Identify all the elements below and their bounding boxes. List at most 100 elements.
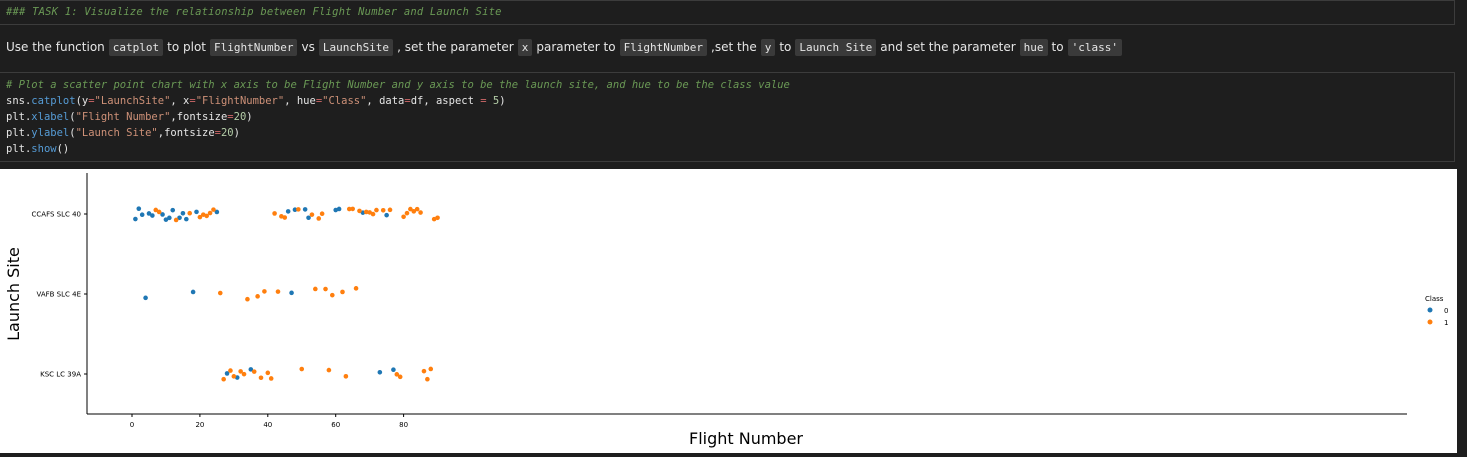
inline-code: y <box>760 38 776 56</box>
data-point-class-0 <box>177 215 182 221</box>
y-tick-label: VAFB SLC 4E <box>36 291 81 299</box>
data-point-class-1 <box>296 207 301 212</box>
data-point-class-1 <box>357 208 362 214</box>
data-point-class-1 <box>411 209 417 214</box>
data-point-class-1 <box>245 296 250 302</box>
y-tick-label: KSC LC 39A <box>40 371 81 379</box>
data-point-class-0 <box>248 367 254 372</box>
data-point-class-1 <box>156 209 162 215</box>
data-point-class-0 <box>224 371 230 376</box>
data-point-class-1 <box>340 289 345 295</box>
data-point-class-1 <box>425 376 430 382</box>
data-point-class-0 <box>180 211 186 216</box>
data-point-class-1 <box>268 376 274 381</box>
x-tick-label: 40 <box>263 421 272 429</box>
data-point-class-0 <box>391 367 396 372</box>
legend-label-0: 0 <box>1444 307 1448 315</box>
instruction-text: to <box>1051 40 1064 54</box>
instruction-text: to plot <box>167 40 206 54</box>
data-point-class-1 <box>258 375 264 381</box>
instruction-text: Use the function <box>6 40 105 54</box>
instruction-text: vs <box>301 40 315 54</box>
data-point-class-0 <box>150 213 155 218</box>
data-point-class-0 <box>170 207 176 213</box>
legend-marker-1 <box>1427 319 1433 325</box>
x-tick-label: 60 <box>331 421 340 429</box>
data-point-class-1 <box>173 217 179 223</box>
data-point-class-1 <box>265 370 271 376</box>
x-axis-label: Flight Number <box>689 429 803 448</box>
inline-code: hue <box>1019 38 1048 56</box>
cell-output: CCAFS SLC 40 VAFB SLC 4E KSC LC 39A 0 20 40 6… <box>0 169 1457 453</box>
legend-marker-0 <box>1427 307 1433 313</box>
data-point-class-1 <box>309 212 315 217</box>
data-point-class-1 <box>363 209 369 215</box>
data-point-class-1 <box>370 211 376 217</box>
data-point-class-1 <box>217 290 223 296</box>
inline-code: catplot <box>108 38 164 56</box>
data-point-class-0 <box>336 206 342 212</box>
data-point-class-1 <box>316 216 322 221</box>
x-tick-label: 0 <box>130 421 134 429</box>
instruction-text: to <box>779 40 792 54</box>
data-point-class-1 <box>275 289 281 294</box>
data-point-class-1 <box>343 374 349 379</box>
data-point-class-0 <box>384 212 389 218</box>
data-point-class-1 <box>401 214 406 220</box>
data-point-class-1 <box>282 215 288 220</box>
data-point-class-0 <box>167 215 172 221</box>
data-point-class-1 <box>397 374 403 380</box>
data-point-class-1 <box>313 286 318 292</box>
instruction-text: , set the parameter <box>397 40 514 54</box>
code-cell[interactable]: # Plot a scatter point chart with x axis… <box>0 72 1455 162</box>
data-point-class-1 <box>221 376 226 382</box>
instruction-paragraph: Use the function catplot to plot FlightN… <box>6 37 1126 57</box>
code-line-4: plt.show() <box>6 143 70 155</box>
inline-code: x <box>517 38 533 56</box>
markdown-cell[interactable]: ### TASK 1: Visualize the relationship b… <box>0 0 1455 25</box>
data-point-class-1 <box>228 368 233 373</box>
data-point-class-1 <box>272 211 277 216</box>
data-point-class-1 <box>350 206 355 212</box>
instruction-text: parameter to <box>536 40 616 54</box>
data-point-class-0 <box>289 290 294 296</box>
data-point-class-1 <box>187 210 193 216</box>
inline-code: FlightNumber <box>209 38 298 56</box>
data-point-class-0 <box>184 216 189 222</box>
data-point-class-1 <box>326 367 332 373</box>
inline-code: Launch Site <box>795 38 877 56</box>
data-point-class-0 <box>143 295 148 301</box>
data-point-class-1 <box>255 294 260 299</box>
data-point-class-0 <box>136 206 142 211</box>
data-point-class-1 <box>299 366 305 372</box>
data-point-class-0 <box>377 369 383 375</box>
data-point-class-0 <box>285 209 291 214</box>
inline-code: LaunchSite <box>318 38 394 56</box>
data-point-class-0 <box>190 289 196 295</box>
data-point-class-1 <box>204 213 209 219</box>
x-tick-label: 20 <box>195 421 204 429</box>
y-axis-label: Launch Site <box>4 247 23 341</box>
data-point-class-1 <box>251 369 257 374</box>
data-point-class-1 <box>380 207 386 213</box>
data-point-class-1 <box>346 206 352 212</box>
data-point-class-1 <box>207 210 213 216</box>
data-point-class-1 <box>153 207 159 213</box>
data-point-class-1 <box>428 366 434 372</box>
data-point-class-1 <box>394 372 400 377</box>
data-point-class-0 <box>139 212 145 217</box>
inline-code: 'class' <box>1067 38 1122 56</box>
code-line-3: plt.ylabel("Launch Site",fontsize=20) <box>6 127 240 139</box>
data-point-class-0 <box>163 217 169 222</box>
data-point-class-1 <box>330 292 335 298</box>
code-comment: # Plot a scatter point chart with x axis… <box>6 79 790 91</box>
data-point-class-1 <box>241 371 247 377</box>
data-point-class-1 <box>408 206 413 212</box>
code-line-2: plt.xlabel("Flight Number",fontsize=20) <box>6 111 253 123</box>
data-point-class-0 <box>292 207 298 213</box>
data-point-class-1 <box>323 286 328 292</box>
data-point-class-1 <box>374 207 379 213</box>
data-point-class-1 <box>421 368 427 374</box>
x-tick-label: 80 <box>399 421 408 429</box>
bottom-bar <box>0 453 1467 457</box>
